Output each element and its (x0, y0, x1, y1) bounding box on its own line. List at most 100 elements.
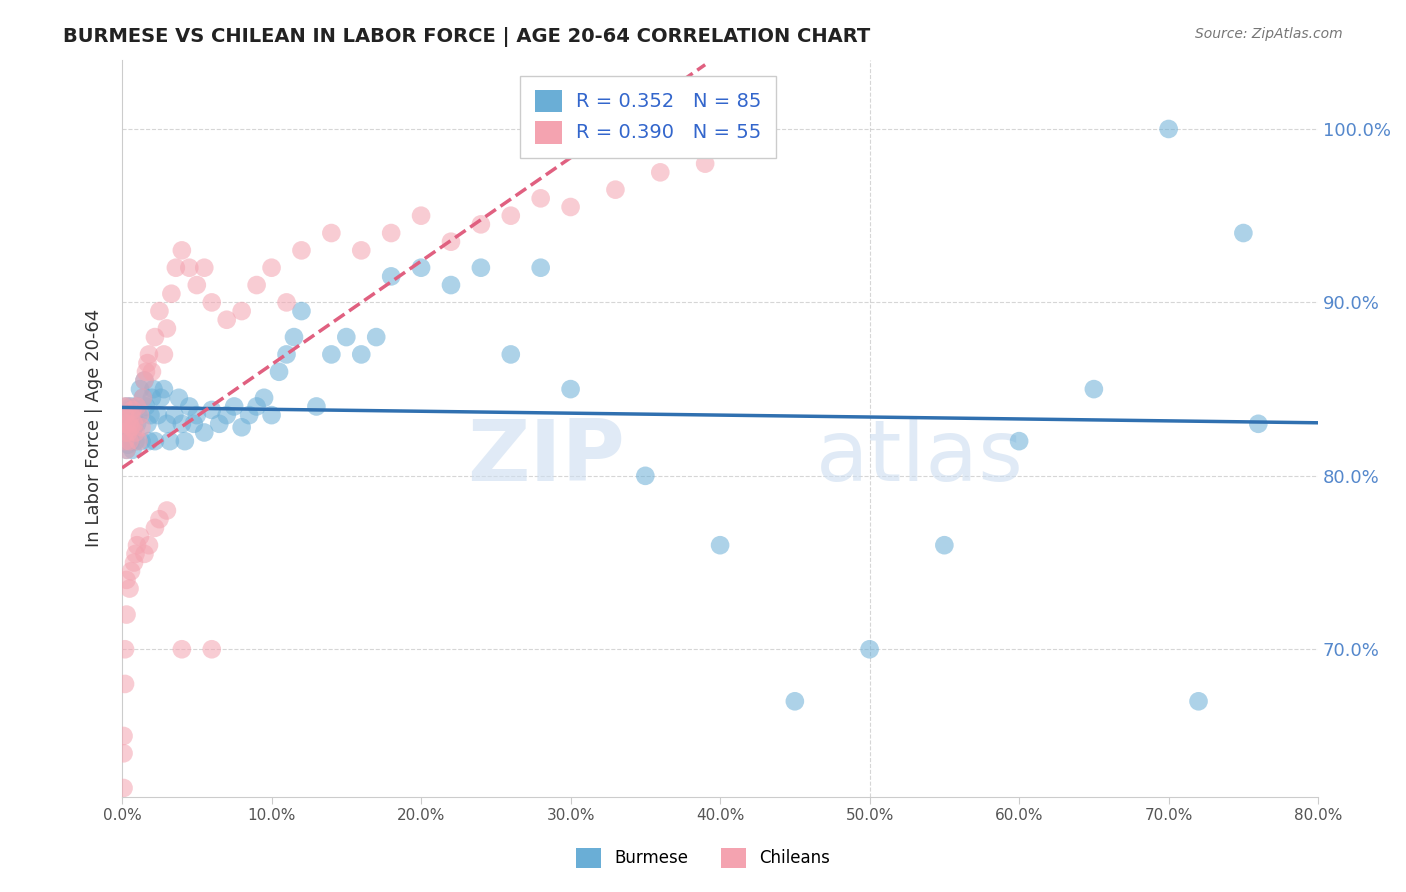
Point (153, 382, 176, 396)
Point (118, 417, 141, 431)
Point (709, 538, 731, 552)
Point (201, 295, 224, 310)
Point (112, 425, 135, 440)
Point (143, 434, 166, 449)
Y-axis label: In Labor Force | Age 20-64: In Labor Force | Age 20-64 (86, 309, 103, 548)
Point (112, 417, 135, 431)
Point (138, 347, 160, 361)
Point (112, 780, 135, 795)
Point (117, 417, 139, 431)
Point (246, 400, 269, 414)
Point (160, 286, 183, 301)
Point (170, 642, 193, 657)
Point (201, 403, 224, 417)
Point (124, 547, 146, 561)
Point (129, 408, 152, 422)
Point (173, 434, 195, 449)
Point (141, 391, 163, 405)
Point (128, 434, 150, 449)
Point (440, 235, 463, 249)
Point (1232, 226, 1254, 240)
Point (118, 434, 141, 449)
Point (605, 183, 627, 197)
Point (112, 417, 135, 431)
Point (138, 538, 160, 552)
Point (114, 420, 136, 434)
Point (118, 403, 141, 417)
Point (409, 260, 432, 275)
Point (136, 417, 159, 431)
Point (440, 278, 463, 293)
Point (380, 269, 402, 284)
Point (112, 729, 135, 743)
Text: ZIP: ZIP (467, 417, 624, 500)
Point (112, 400, 135, 414)
Point (183, 417, 205, 431)
Point (783, 694, 806, 708)
Point (267, 365, 290, 379)
Point (186, 408, 208, 422)
Point (153, 347, 176, 361)
Point (115, 400, 138, 414)
Point (143, 521, 166, 535)
Point (117, 408, 139, 422)
Point (499, 347, 522, 361)
Point (115, 442, 138, 457)
Point (321, 226, 343, 240)
Point (141, 365, 163, 379)
Point (170, 417, 193, 431)
Point (115, 607, 138, 622)
Point (215, 408, 238, 422)
Point (149, 391, 172, 405)
Point (238, 408, 260, 422)
Point (193, 260, 215, 275)
Point (156, 417, 179, 431)
Point (290, 304, 312, 318)
Point (260, 408, 283, 422)
Point (215, 312, 238, 326)
Point (115, 425, 138, 440)
Point (129, 382, 152, 396)
Point (120, 408, 142, 422)
Point (121, 425, 143, 440)
Point (159, 434, 181, 449)
Point (283, 330, 305, 344)
Point (135, 365, 157, 379)
Point (470, 260, 492, 275)
Point (124, 425, 146, 440)
Point (170, 244, 193, 258)
Point (125, 417, 148, 431)
Point (125, 538, 148, 552)
Point (115, 573, 138, 587)
Point (128, 408, 150, 422)
Point (114, 642, 136, 657)
Point (114, 408, 136, 422)
Point (138, 434, 160, 449)
Point (118, 582, 141, 596)
Point (114, 677, 136, 691)
Point (276, 347, 298, 361)
Point (118, 420, 141, 434)
Point (148, 304, 170, 318)
Point (115, 442, 138, 457)
Point (146, 408, 169, 422)
Point (131, 434, 153, 449)
Point (117, 417, 139, 431)
Point (134, 547, 156, 561)
Point (1083, 382, 1105, 396)
Point (380, 226, 402, 240)
Point (560, 200, 582, 214)
Point (112, 747, 135, 761)
Point (350, 244, 373, 258)
Point (201, 642, 224, 657)
Point (117, 400, 139, 414)
Point (131, 420, 153, 434)
Point (634, 468, 657, 483)
Point (132, 391, 155, 405)
Point (117, 437, 139, 451)
Point (231, 304, 253, 318)
Point (122, 420, 145, 434)
Legend: Burmese, Chileans: Burmese, Chileans (569, 841, 837, 875)
Point (934, 538, 956, 552)
Point (122, 556, 145, 570)
